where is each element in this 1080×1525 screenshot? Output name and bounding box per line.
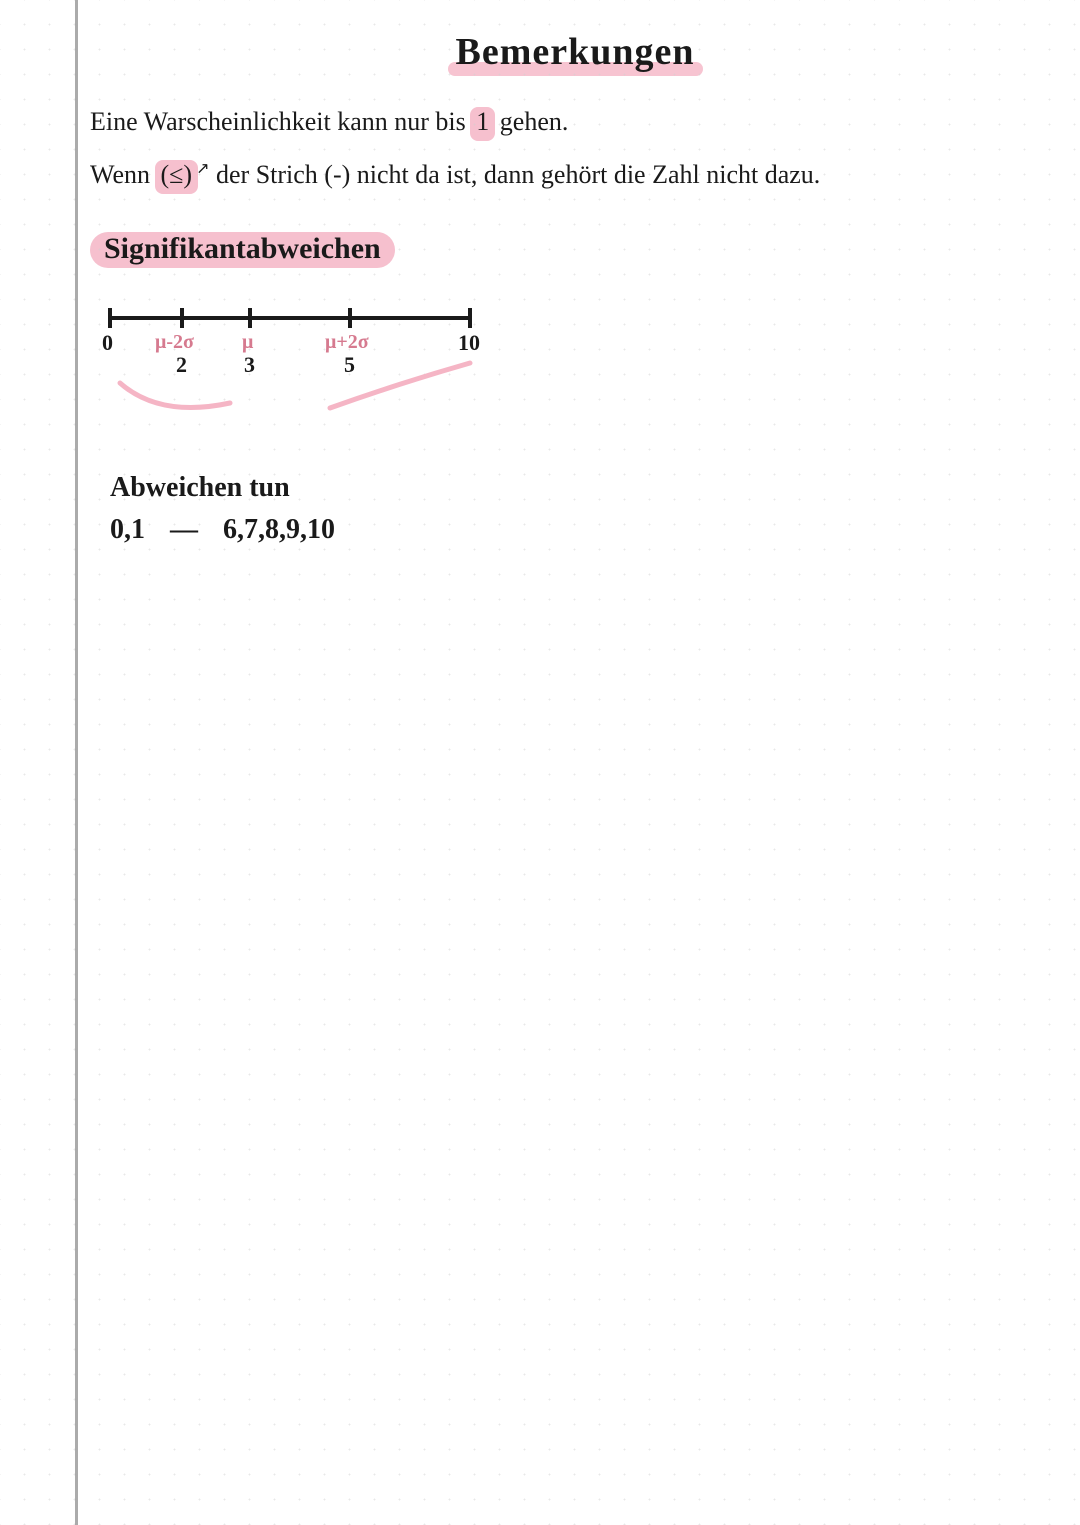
tick-mu: μ (242, 331, 254, 353)
para1-post: gehen. (493, 107, 568, 136)
line2-left: 0,1 (110, 514, 145, 545)
para1-pre: Eine Warscheinlichkeit kann nur bis (90, 107, 472, 136)
tick-0: 0 (102, 330, 113, 355)
para1-highlight-1: 1 (472, 104, 493, 139)
paragraph-2: Wenn (≤)↗ der Strich (-) nicht da ist, d… (90, 157, 1060, 192)
number-line-diagram: μ-2σ μ μ+2σ 0 2 3 5 10 (100, 288, 500, 468)
page-title: Bemerkungen (90, 30, 1060, 74)
numberline-svg: μ-2σ μ μ+2σ 0 2 3 5 10 (100, 288, 500, 468)
para2-highlight-leq: (≤) (157, 157, 197, 192)
swoosh-left (120, 383, 230, 408)
section-heading-wrap: Signifikantabweichen (90, 210, 1060, 268)
para2-arrow: ↗ (196, 160, 209, 177)
left-margin-line (75, 0, 78, 1525)
title-text: Bemerkungen (456, 30, 695, 74)
tick-10: 10 (458, 330, 480, 355)
line2-dash: — (170, 514, 198, 545)
line2-right: 6,7,8,9,10 (223, 514, 335, 545)
tick-3: 3 (244, 352, 255, 377)
tick-mu-minus: μ-2σ (155, 331, 194, 353)
section-heading: Signifikantabweichen (90, 230, 395, 268)
tick-mu-plus: μ+2σ (325, 331, 369, 353)
page-content: Bemerkungen Eine Warscheinlichkeit kann … (90, 20, 1060, 546)
paragraph-1: Eine Warscheinlichkeit kann nur bis 1 ge… (90, 104, 1060, 139)
para2-pre: Wenn (90, 160, 157, 189)
abweichen-line1: Abweichen tun (110, 472, 1060, 504)
tick-2: 2 (176, 352, 187, 377)
para2-mid: der Strich (-) nicht da ist, dann gehört… (210, 160, 821, 189)
abweichen-line2: 0,1 — 6,7,8,9,10 (110, 514, 1060, 546)
tick-5: 5 (344, 352, 355, 377)
